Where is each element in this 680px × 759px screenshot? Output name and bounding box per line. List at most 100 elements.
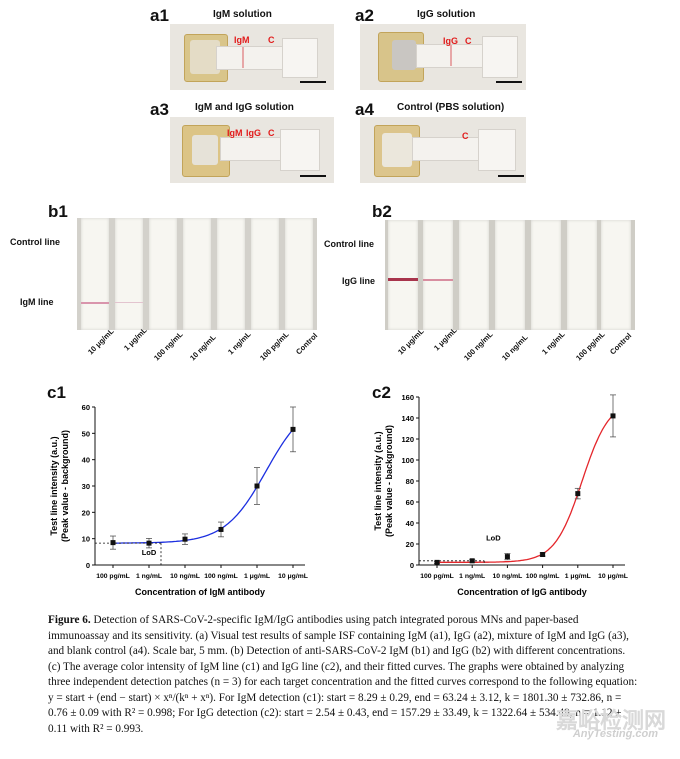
y-tick-label: 10 xyxy=(82,535,90,544)
x-tick-label: 10 μg/mL xyxy=(278,573,308,580)
x-tick-label: 10 μg/mL xyxy=(598,573,628,580)
y-tick-label: 40 xyxy=(406,519,414,528)
x-tick-label: 1 μg/mL xyxy=(244,573,270,580)
data-point xyxy=(575,491,581,497)
mark-a3-c: C xyxy=(268,128,275,138)
figure-caption: Figure 6. Detection of SARS-CoV-2-specif… xyxy=(48,613,640,737)
b2-conc-3: 10 ng/mL xyxy=(500,332,530,363)
x-tick-label: 100 pg/mL xyxy=(420,573,454,580)
fit-curve xyxy=(437,414,614,563)
y-tick-label: 60 xyxy=(406,498,414,507)
caption-text: Detection of SARS-CoV-2-specific IgM/IgG… xyxy=(48,614,638,735)
photo-b2 xyxy=(385,220,635,330)
panel-label-a1: a1 xyxy=(150,6,169,25)
data-point xyxy=(504,554,510,560)
b2-control-line-label: Control line xyxy=(324,239,374,249)
data-point xyxy=(218,526,224,532)
x-tick-label: 10 ng/mL xyxy=(170,573,200,580)
x-axis-title: Concentration of IgG antibody xyxy=(457,587,587,597)
b1-conc-4: 1 ng/mL xyxy=(226,329,253,357)
y-axis-title-line2: (Peak value - background) xyxy=(384,425,394,537)
panel-title-a1: IgM solution xyxy=(213,9,272,20)
data-point xyxy=(146,540,152,546)
data-point xyxy=(110,540,116,546)
y-tick-label: 0 xyxy=(86,561,90,570)
panel-title-a3: IgM and IgG solution xyxy=(195,102,294,113)
data-point xyxy=(182,536,188,542)
b1-conc-3: 10 ng/mL xyxy=(188,332,218,363)
mark-a3-igm: IgM xyxy=(227,128,243,138)
y-tick-label: 20 xyxy=(406,540,414,549)
b1-conc-2: 100 ng/mL xyxy=(152,329,185,363)
caption-fig-label: Figure 6. xyxy=(48,614,91,626)
b1-conc-6: Control xyxy=(294,331,320,357)
photo-a2 xyxy=(360,24,526,90)
panel-label-c1: c1 xyxy=(47,383,66,402)
b2-igg-line-label: IgG line xyxy=(342,276,376,286)
b2-conc-0: 10 μg/mL xyxy=(396,326,426,357)
lod-label: LoD xyxy=(486,534,501,543)
y-axis-title-line2: (Peak value - background) xyxy=(60,430,70,542)
panel-label-b2: b2 xyxy=(372,202,392,221)
y-tick-label: 50 xyxy=(82,429,90,438)
data-point xyxy=(290,426,296,432)
mark-a4-c: C xyxy=(462,131,469,141)
mark-a2-igg: IgG xyxy=(443,36,458,46)
b1-control-line-label: Control line xyxy=(10,237,60,247)
panel-label-a4: a4 xyxy=(355,100,374,119)
panel-label-c2: c2 xyxy=(372,383,391,402)
b1-conc-0: 10 μg/mL xyxy=(86,326,116,357)
panel-title-a2: IgG solution xyxy=(417,9,476,20)
y-tick-label: 60 xyxy=(82,403,90,412)
data-point xyxy=(540,552,546,557)
lod-label: LoD xyxy=(142,548,157,557)
y-tick-label: 30 xyxy=(82,482,90,491)
x-tick-label: 100 ng/mL xyxy=(526,573,560,580)
photo-a4 xyxy=(360,117,526,183)
y-axis-title-line1: Test line intensity (a.u.) xyxy=(49,436,59,535)
charts-svg: 0 10 20 30 40 50 60 100 pg/mL 1 ng/mL 10 ng/mL 100… xyxy=(49,393,628,597)
mark-a3-igg: IgG xyxy=(246,128,261,138)
b2-conc-6: Control xyxy=(608,331,634,357)
x-tick-label: 1 ng/mL xyxy=(459,573,485,580)
x-tick-label: 1 μg/mL xyxy=(565,573,591,580)
chart-c2: 0 20 40 60 80 100 120 140 160 100 pg/mL 1 ng/mL 10 … xyxy=(373,393,628,597)
x-tick-label: 100 pg/mL xyxy=(96,573,130,580)
mark-a1-igm: IgM xyxy=(234,35,250,45)
b2-conc-4: 1 ng/mL xyxy=(540,329,567,357)
b2-conc-5: 100 pg/mL xyxy=(574,329,607,363)
y-axis-title-line1: Test line intensity (a.u.) xyxy=(373,431,383,530)
y-tick-label: 0 xyxy=(410,561,414,570)
panel-label-a2: a2 xyxy=(355,6,374,25)
b2-conc-2: 100 ng/mL xyxy=(462,329,495,363)
y-tick-label: 140 xyxy=(401,414,414,423)
mark-a1-c: C xyxy=(268,35,275,45)
y-tick-label: 20 xyxy=(82,508,90,517)
data-point xyxy=(469,558,475,564)
data-point xyxy=(610,413,616,419)
photo-a1 xyxy=(170,24,334,90)
fit-curve xyxy=(113,428,294,544)
y-tick-label: 80 xyxy=(406,477,414,486)
b1-conc-5: 100 pg/mL xyxy=(258,329,291,363)
x-tick-label: 100 ng/mL xyxy=(204,573,238,580)
y-tick-label: 120 xyxy=(401,435,414,444)
chart-c1: 0 10 20 30 40 50 60 100 pg/mL 1 ng/mL 10 ng/mL 100… xyxy=(49,403,308,597)
panel-label-b1: b1 xyxy=(48,202,68,221)
watermark-en: AnyTesting.com xyxy=(572,728,658,740)
photo-b1 xyxy=(77,218,317,330)
panel-title-a4: Control (PBS solution) xyxy=(397,102,505,113)
mark-a2-c: C xyxy=(465,36,472,46)
photo-a3 xyxy=(170,117,334,183)
panel-label-a3: a3 xyxy=(150,100,169,119)
watermark-cn: 嘉峪检测网 xyxy=(555,709,666,734)
y-tick-label: 160 xyxy=(401,393,414,402)
data-point xyxy=(434,559,440,565)
x-tick-label: 10 ng/mL xyxy=(492,573,522,580)
data-point xyxy=(254,483,260,489)
y-tick-label: 100 xyxy=(401,456,414,465)
x-tick-label: 1 ng/mL xyxy=(136,573,162,580)
y-tick-label: 40 xyxy=(82,456,90,465)
x-axis-title: Concentration of IgM antibody xyxy=(135,587,265,597)
b1-igm-line-label: IgM line xyxy=(20,297,54,307)
